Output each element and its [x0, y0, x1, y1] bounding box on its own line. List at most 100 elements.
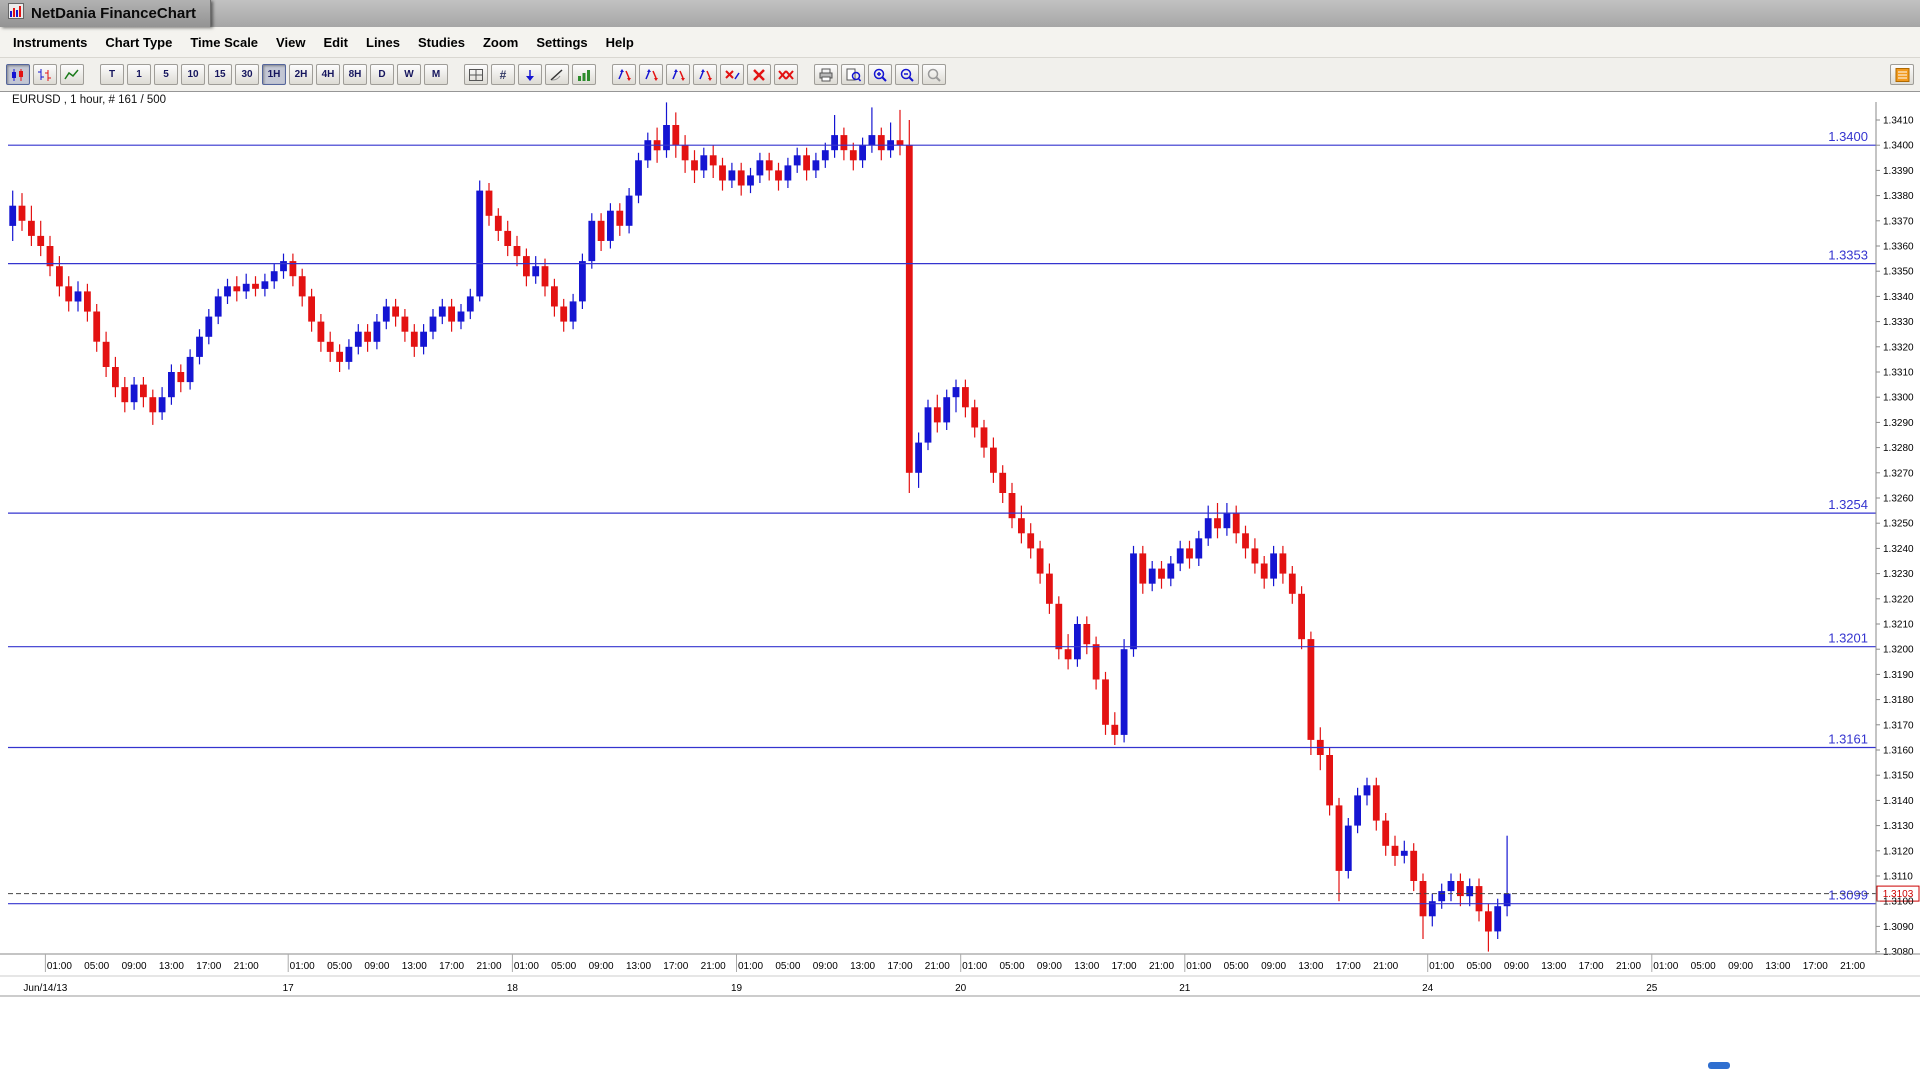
candle-body — [1391, 845, 1399, 856]
candle-body — [65, 286, 73, 302]
candle-body — [616, 210, 624, 226]
candle-body — [579, 261, 586, 302]
timescale-2h-button[interactable]: 2H — [289, 64, 313, 85]
arrows-updown-icon — [645, 68, 658, 81]
price-tick-label: 1.3320 — [1883, 342, 1914, 353]
signal-arrows-button-1[interactable] — [612, 64, 636, 85]
candle-body — [1428, 901, 1436, 917]
candle-body — [990, 447, 997, 473]
price-tick-label: 1.3290 — [1883, 418, 1914, 429]
timescale-8h-button[interactable]: 8H — [343, 64, 367, 85]
candle-body — [924, 407, 932, 443]
menu-item-edit[interactable]: Edit — [323, 34, 348, 50]
price-tick-label: 1.3360 — [1883, 242, 1914, 253]
price-axis[interactable]: 1.3410 1.3400 1.3390 1.3380 1.3370 1.3360 1.33… — [1876, 116, 1914, 959]
price-tick-label: 1.3370 — [1883, 216, 1914, 227]
candle-body — [1148, 568, 1156, 584]
candle-body — [1344, 825, 1352, 871]
timescale-1-button[interactable]: 1 — [127, 64, 151, 85]
instrument-label: EURUSD , 1 hour, # 161 / 500 — [12, 94, 167, 106]
horizontal-level-line[interactable]: 1.3201 — [8, 631, 1876, 648]
candle-body — [1326, 755, 1333, 806]
timescale-d-button[interactable]: D — [370, 64, 394, 85]
signal-arrows-button-3[interactable] — [666, 64, 690, 85]
candle-body — [943, 397, 951, 423]
horizontal-level-line[interactable]: 1.3161 — [8, 732, 1876, 749]
zoom-off-button[interactable] — [922, 64, 946, 85]
detach-panel-button[interactable] — [1890, 64, 1914, 85]
horizontal-level-line[interactable]: 1.3099 — [8, 888, 1876, 905]
menu-item-settings[interactable]: Settings — [536, 34, 588, 50]
time-tick-label: 21:00 — [925, 961, 950, 972]
timescale-5-button[interactable]: 5 — [154, 64, 178, 85]
timescale-10-button[interactable]: 10 — [181, 64, 205, 85]
menu-item-lines[interactable]: Lines — [366, 34, 400, 50]
ohlc-bar-chart-button[interactable] — [33, 64, 57, 85]
print-preview-button[interactable] — [841, 64, 865, 85]
price-tick-label: 1.3300 — [1883, 393, 1914, 404]
trendline-button[interactable] — [545, 64, 569, 85]
price-tick-label: 1.3390 — [1883, 166, 1914, 177]
candle-body — [737, 170, 745, 186]
print-button[interactable] — [814, 64, 838, 85]
candle-body — [784, 165, 792, 181]
date-label: 25 — [1646, 983, 1658, 994]
grid-button[interactable] — [464, 64, 488, 85]
window-titlebar[interactable]: NetDania FinanceChart — [0, 0, 1920, 27]
menu-item-studies[interactable]: Studies — [417, 34, 465, 50]
signal-arrows-button-2[interactable] — [639, 64, 663, 85]
menu-item-instruments[interactable]: Instruments — [13, 34, 88, 50]
hash-icon: # — [500, 68, 507, 82]
candle-body — [1242, 533, 1249, 549]
zoom-in-button[interactable] — [868, 64, 892, 85]
timescale-t-button[interactable]: T — [100, 64, 124, 85]
annotation-arrow-button[interactable] — [518, 64, 542, 85]
timescale-w-button[interactable]: W — [397, 64, 421, 85]
volume-histogram-button[interactable] — [572, 64, 596, 85]
candle-body — [401, 316, 409, 332]
horizontal-level-line[interactable]: 1.3254 — [8, 497, 1876, 514]
scrollbar-thumb[interactable] — [1708, 1062, 1730, 1069]
zoom-out-button[interactable] — [895, 64, 919, 85]
candle-body — [1419, 881, 1427, 917]
candle-body — [971, 407, 979, 428]
candle-body — [1503, 893, 1511, 907]
timescale-m-button[interactable]: M — [424, 64, 448, 85]
timescale-4h-button[interactable]: 4H — [316, 64, 340, 85]
menu-item-time-scale[interactable]: Time Scale — [190, 34, 259, 50]
time-tick-label: 01:00 — [290, 961, 315, 972]
menu-item-chart-type[interactable]: Chart Type — [105, 34, 173, 50]
trendline-icon — [550, 68, 563, 81]
crosshair-values-button[interactable]: # — [491, 64, 515, 85]
remove-study-button[interactable] — [720, 64, 744, 85]
menu-item-view[interactable]: View — [276, 34, 306, 50]
candlestick-chart-button[interactable] — [6, 64, 30, 85]
candle-body — [1335, 805, 1343, 871]
window-title-tab[interactable]: NetDania FinanceChart — [0, 0, 212, 27]
candle-body — [1260, 563, 1268, 579]
candle-body — [1130, 553, 1137, 650]
timescale-30-button[interactable]: 30 — [235, 64, 259, 85]
time-tick-label: 13:00 — [159, 961, 184, 972]
chart-svg[interactable]: 1.3400 1.3353 1.3254 1.3201 1.3161 1.3099 1.31… — [0, 92, 1920, 1080]
horizontal-level-line[interactable]: 1.3400 — [8, 129, 1876, 146]
price-tick-label: 1.3160 — [1883, 746, 1914, 757]
candle-body — [438, 306, 446, 317]
timescale-1h-button[interactable]: 1H — [262, 64, 286, 85]
line-chart-button[interactable] — [60, 64, 84, 85]
timescale-15-button[interactable]: 15 — [208, 64, 232, 85]
time-tick-label: 09:00 — [1261, 961, 1286, 972]
candle-body — [765, 160, 773, 171]
time-tick-label: 09:00 — [1037, 961, 1062, 972]
menu-item-help[interactable]: Help — [605, 34, 634, 50]
candle-body — [728, 170, 736, 181]
horizontal-level-line[interactable]: 1.3353 — [8, 248, 1876, 265]
remove-line-button[interactable] — [747, 64, 771, 85]
remove-all-lines-button[interactable] — [774, 64, 798, 85]
candle-body — [308, 296, 315, 322]
candle-body — [1363, 785, 1371, 796]
candle-body — [429, 316, 437, 332]
menu-item-zoom[interactable]: Zoom — [482, 34, 519, 50]
signal-arrows-button-4[interactable] — [693, 64, 717, 85]
candle-body — [933, 407, 941, 423]
